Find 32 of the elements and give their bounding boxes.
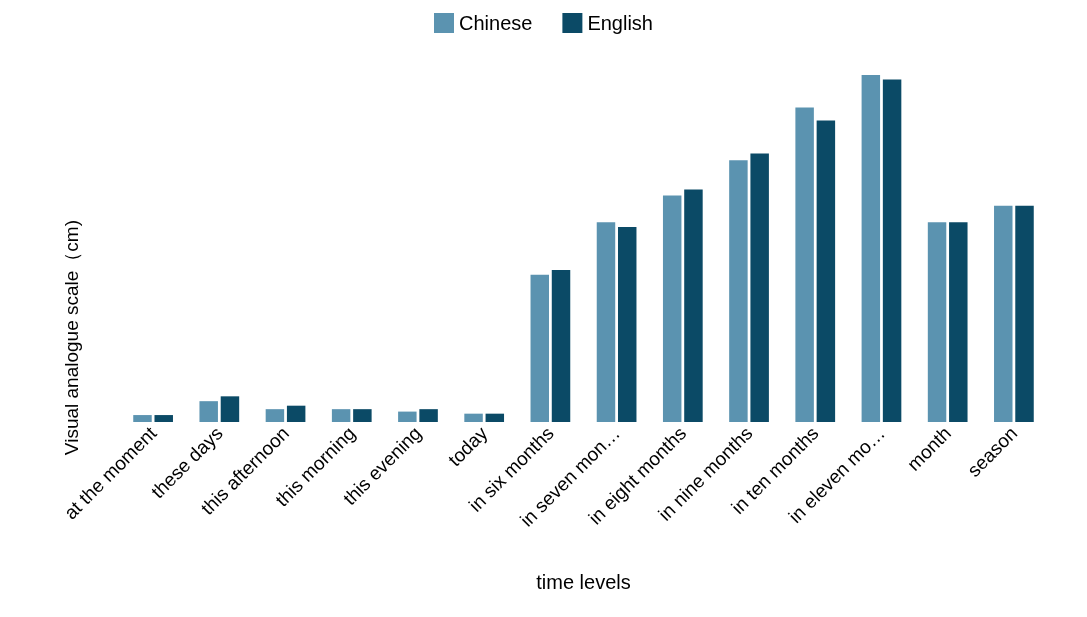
- bar: [795, 107, 814, 422]
- bar: [750, 153, 769, 422]
- y-axis-title: Visual analogue scale（cm): [61, 220, 82, 456]
- bar: [882, 79, 902, 422]
- bar: [154, 415, 173, 422]
- bar: [617, 226, 637, 422]
- legend-label: Chinese: [459, 12, 533, 34]
- bar: [485, 413, 505, 422]
- bar: [331, 409, 351, 422]
- bar: [994, 205, 1013, 422]
- bar: [353, 409, 372, 422]
- bar: [133, 415, 152, 422]
- bar: [551, 270, 571, 422]
- bar: [1015, 205, 1034, 422]
- bar: [662, 195, 682, 422]
- legend-label: English: [587, 12, 653, 34]
- bar: [861, 75, 881, 422]
- bar: [199, 401, 218, 422]
- bar: [419, 409, 438, 422]
- bar: [684, 189, 703, 422]
- bar: [286, 405, 306, 422]
- bar: [729, 160, 748, 422]
- bar: [530, 274, 550, 422]
- bar: [816, 120, 836, 422]
- bar: [398, 411, 417, 422]
- x-axis-title: time levels: [536, 571, 631, 593]
- bar: [949, 222, 968, 422]
- bar: [464, 413, 483, 422]
- bar: [265, 409, 285, 422]
- bar: [596, 222, 616, 422]
- bar: [927, 222, 947, 422]
- bar: [220, 396, 240, 422]
